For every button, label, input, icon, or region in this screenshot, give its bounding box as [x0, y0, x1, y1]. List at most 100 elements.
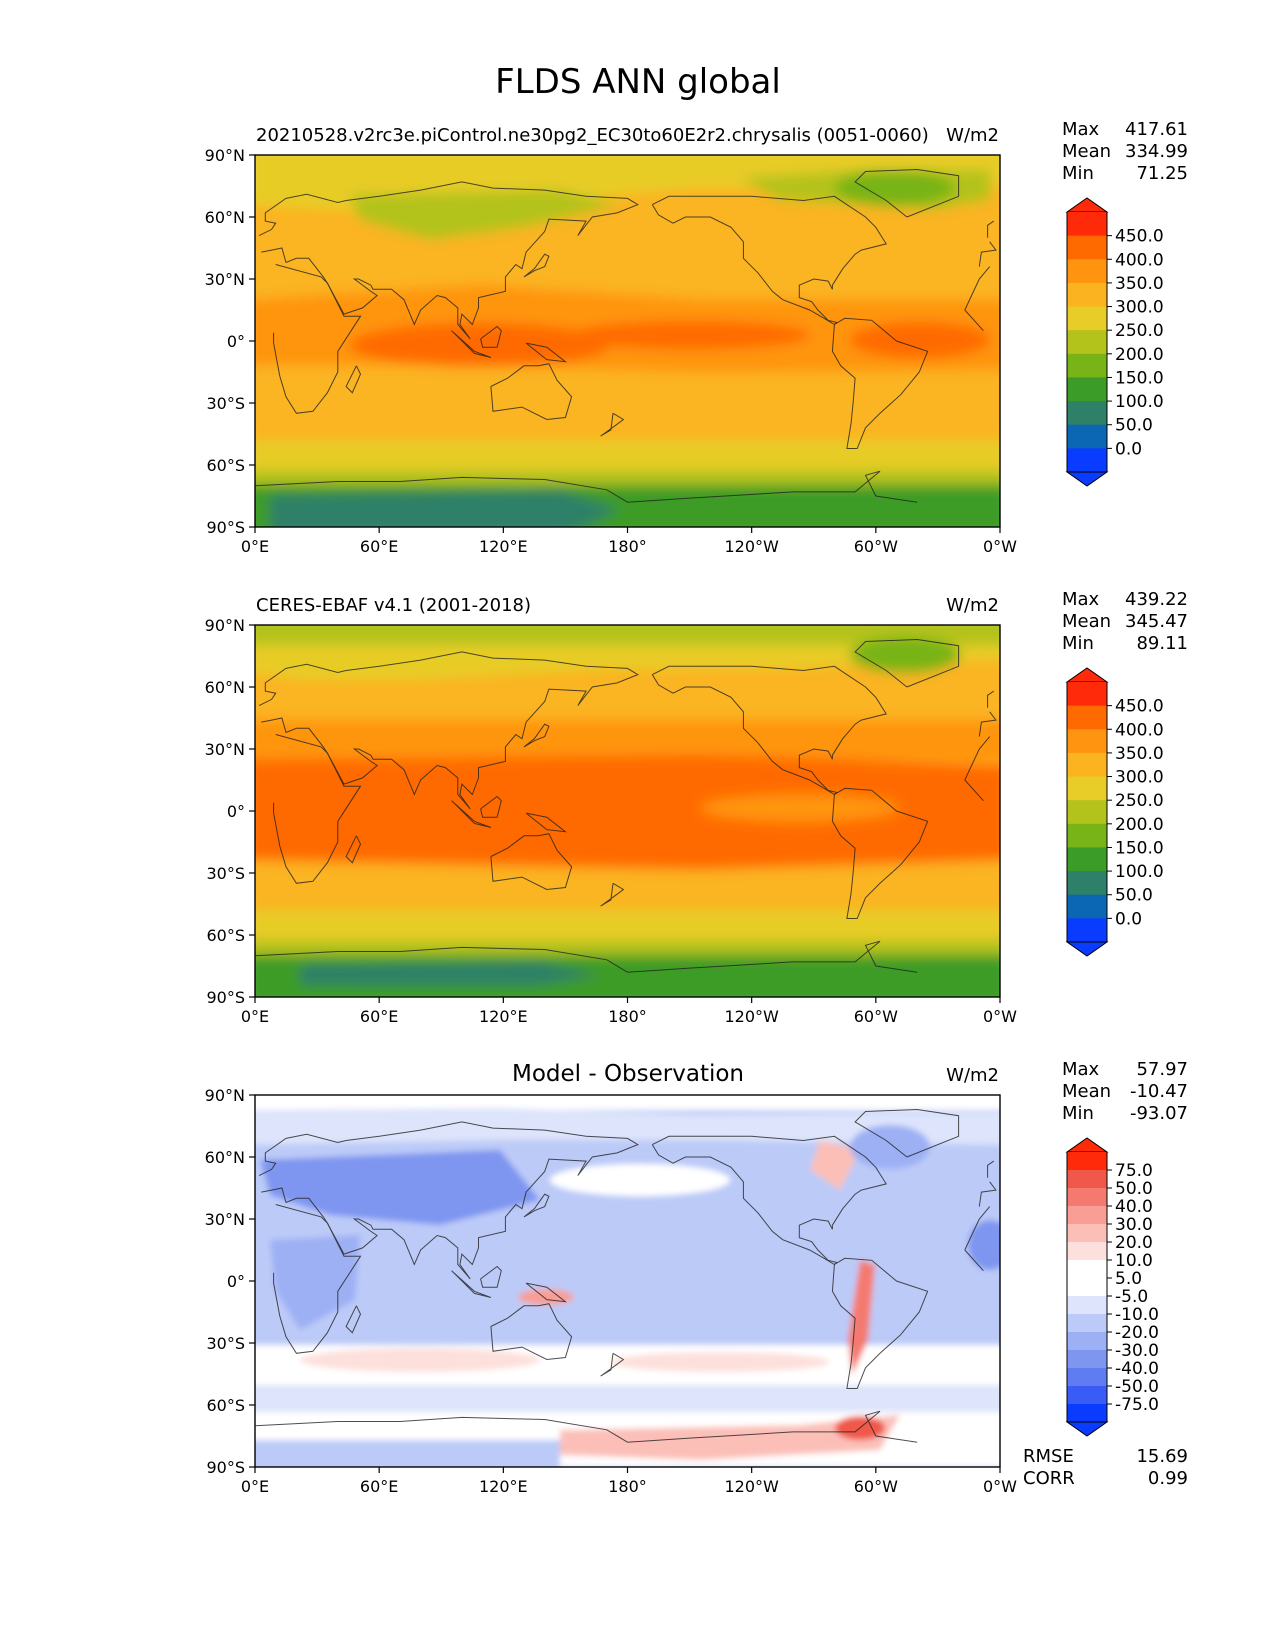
- colorbar-tick-label: 0.0: [1115, 439, 1142, 459]
- coastline-segment: [255, 1416, 628, 1443]
- colorbar-tick-label: 200.0: [1115, 815, 1164, 835]
- coastline-segment: [964, 1249, 984, 1272]
- stat-min-label: Min: [1062, 163, 1094, 184]
- coastline-segment: [651, 665, 887, 796]
- colorbar-tick-label: -20.0: [1115, 1323, 1159, 1343]
- colorbar-extend-min: [1065, 471, 1109, 487]
- lon-tick-label: 120°E: [479, 1477, 528, 1496]
- colorbar-tick-label: -5.0: [1115, 1287, 1148, 1307]
- lon-tick-label: 180°: [608, 1477, 647, 1496]
- lat-tick-label: 0°: [227, 332, 245, 351]
- panel-diff-extra-stats: RMSE 15.69 CORR 0.99: [1023, 1446, 1188, 1489]
- lon-tick-label: 0°E: [241, 537, 269, 556]
- panel-diff-stats: Max 57.97 Mean -10.47 Min -93.07: [1062, 1059, 1188, 1124]
- colorbar-tick-label: 100.0: [1115, 862, 1164, 882]
- panel-obs: CERES-EBAF v4.1 (2001-2018) W/m2 90°N 60°…: [205, 589, 1188, 1026]
- coastline-segment: [854, 638, 960, 688]
- coastline-segment: [600, 1352, 625, 1377]
- coastlines: [255, 638, 997, 973]
- colorbar-segment: [1067, 1278, 1107, 1297]
- coastline-segment: [525, 1282, 568, 1303]
- colorbar-segment: [1067, 448, 1107, 473]
- lon-tick-label: 60°E: [360, 1007, 398, 1026]
- lon-tick-label: 0°E: [241, 1007, 269, 1026]
- colorbar-segment: [1067, 1224, 1107, 1243]
- map-obs-ticks: 90°N 60°N 30°N 0° 30°S 60°S 90°S0°E 60°E 120°E 18…: [205, 616, 1018, 1026]
- colorbar-segment: [1067, 212, 1107, 237]
- stat-corr-label: CORR: [1023, 1468, 1075, 1489]
- coastlines: [255, 168, 997, 503]
- stat-mean-value: 345.47: [1125, 611, 1188, 632]
- colorbar-tick-label: 30.0: [1115, 1215, 1153, 1235]
- stat-min-label: Min: [1062, 633, 1094, 654]
- colorbar-tick-label: 75.0: [1115, 1161, 1153, 1181]
- coastline-segment: [651, 1135, 887, 1266]
- colorbar-tick-label: 400.0: [1115, 250, 1164, 270]
- colorbar-segment: [1067, 871, 1107, 896]
- coastline-segment: [480, 325, 502, 348]
- stat-min-value: -93.07: [1130, 1103, 1188, 1124]
- colorbar-tick-label: 250.0: [1115, 791, 1164, 811]
- panel-diff-units: W/m2: [946, 1065, 999, 1086]
- coastline-segment: [345, 365, 362, 394]
- colorbar-segment: [1067, 377, 1107, 402]
- lat-tick-label: 90°N: [205, 616, 245, 635]
- coastline-segment: [627, 1410, 918, 1443]
- lon-tick-label: 180°: [608, 537, 647, 556]
- colorbar-segment: [1067, 776, 1107, 801]
- lon-tick-label: 120°W: [724, 1007, 779, 1026]
- lat-tick-label: 30°S: [206, 394, 245, 413]
- lat-tick-label: 30°N: [205, 270, 245, 289]
- colorbar-segment: [1067, 847, 1107, 872]
- colorbar-segment: [1067, 282, 1107, 308]
- colorbar-segment: [1067, 1386, 1107, 1405]
- colorbar-segment: [1067, 1152, 1107, 1171]
- lat-tick-label: 60°S: [206, 926, 245, 945]
- coastline-segment: [987, 1160, 995, 1178]
- stat-mean-label: Mean: [1062, 141, 1111, 162]
- coastline-segment: [258, 181, 639, 340]
- coastline-segment: [480, 1265, 502, 1288]
- colorbar-tick-label: 300.0: [1115, 298, 1164, 318]
- stat-min-value: 71.25: [1136, 163, 1188, 184]
- colorbar-segment: [1067, 1350, 1107, 1369]
- colorbar-tick-label: 250.0: [1115, 321, 1164, 341]
- lat-tick-label: 90°N: [205, 146, 245, 165]
- colorbar-segment: [1067, 1404, 1107, 1423]
- lat-tick-label: 30°S: [206, 864, 245, 883]
- colorbar-tick-label: 150.0: [1115, 368, 1164, 388]
- coastline-segment: [490, 363, 573, 421]
- colorbar-tick-label: 450.0: [1115, 697, 1164, 717]
- colorbar-segment: [1067, 1206, 1107, 1225]
- coastline-segment: [831, 787, 929, 919]
- coastline-segment: [525, 812, 568, 833]
- colorbar-segment: [1067, 330, 1107, 355]
- colorbar-segment: [1067, 1188, 1107, 1207]
- colorbar-tick-label: 100.0: [1115, 392, 1164, 412]
- colorbar-frame: [1066, 1152, 1108, 1422]
- coastline-segment: [523, 1193, 550, 1218]
- stat-max-value: 57.97: [1136, 1059, 1188, 1080]
- panel-model-left-title: 20210528.v2rc3e.piControl.ne30pg2_EC30to…: [256, 125, 929, 146]
- coastline-segment: [978, 711, 997, 737]
- panel-model-units: W/m2: [946, 125, 999, 146]
- coastline-segment: [600, 882, 625, 907]
- colorbar-segment: [1067, 424, 1107, 449]
- panel-obs-stats: Max 439.22 Mean 345.47 Min 89.11: [1062, 589, 1188, 654]
- coastline-segment: [854, 168, 960, 218]
- lon-tick-label: 0°W: [983, 537, 1017, 556]
- colorbar-tick-label: 350.0: [1115, 274, 1164, 294]
- colorbar-tick-label: 450.0: [1115, 227, 1164, 247]
- colorbar-tick-label: 40.0: [1115, 1197, 1153, 1217]
- colorbar-tick-label: 10.0: [1115, 1251, 1153, 1271]
- coastline-segment: [627, 470, 918, 503]
- colorbar-tick-label: -75.0: [1115, 1395, 1159, 1415]
- colorbar-frame: [1066, 212, 1108, 472]
- colorbar-obs: 450.0 400.0 350.0 300.0 250.0 200.0 150.0 100.0…: [1065, 667, 1164, 957]
- lon-tick-label: 60°E: [360, 537, 398, 556]
- stat-rmse-value: 15.69: [1136, 1446, 1188, 1467]
- colorbar-segment: [1067, 1296, 1107, 1315]
- panel-obs-units: W/m2: [946, 595, 999, 616]
- colorbar-tick-label: 350.0: [1115, 744, 1164, 764]
